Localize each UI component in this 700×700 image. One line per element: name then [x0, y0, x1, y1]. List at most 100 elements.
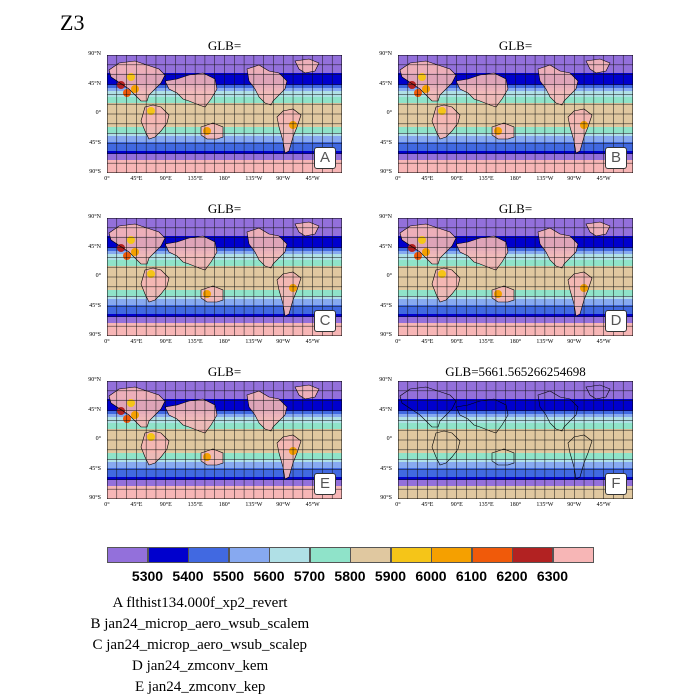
coastline [246, 64, 288, 106]
lon-tick-label: 90°W [567, 339, 582, 345]
lat-tick-label: 45°N [88, 80, 101, 87]
lon-tick-label: 90°E [450, 502, 463, 508]
coastline [537, 227, 579, 269]
lon-tick-label: 135°W [245, 502, 263, 508]
hot-spot [127, 399, 135, 407]
colorbar-tick-label: 6000 [415, 568, 447, 584]
colorbar [107, 547, 594, 564]
lat-tick-label: 45°N [379, 243, 392, 250]
panel-letter: A [314, 147, 336, 169]
map-plot [398, 55, 633, 173]
colorbar-tick-label: 5400 [172, 568, 204, 584]
lon-tick-label: 180° [509, 502, 522, 508]
hot-spot [131, 411, 139, 419]
land-fill [538, 65, 578, 105]
lat-tick-label: 0° [95, 110, 101, 116]
legend-entry: E jan24_zmconv_kep [135, 679, 266, 695]
map-panel: GLB= 90°N 45°N 0° 45°S 90°S 0° 45°E 90°E 135°E 180… [88, 38, 367, 188]
hot-spot [117, 407, 125, 415]
lat-tick-label: 0° [95, 436, 101, 442]
coastline [585, 221, 611, 237]
hot-spot [117, 244, 125, 252]
hot-spot [438, 107, 446, 115]
map-panel: GLB= 90°N 45°N 0° 45°S 90°S 0° 45°E 90°E 135°E 180… [88, 364, 367, 514]
land-fill [492, 123, 514, 139]
lon-tick-label: 45°W [596, 339, 611, 345]
panel-letter: E [314, 473, 336, 495]
colorbar-swatch [552, 547, 594, 563]
lon-tick-label: 90°E [450, 339, 463, 345]
land-fill [456, 73, 508, 107]
coastline [431, 104, 461, 140]
lon-tick-label: 0° [395, 502, 401, 508]
lon-tick-label: 90°E [159, 502, 172, 508]
lat-tick-label: 90°N [88, 214, 101, 220]
panel-title: GLB= [498, 38, 533, 53]
coastline [294, 384, 320, 400]
hot-spot [418, 73, 426, 81]
lat-tick-label: 0° [95, 273, 101, 279]
land-fill [400, 224, 456, 264]
lon-tick-label: 0° [395, 176, 401, 182]
coastline [399, 386, 457, 428]
hot-spot [147, 433, 155, 441]
coastline [140, 104, 170, 140]
land-fill [201, 449, 223, 465]
colorbar-tick-label: 5500 [212, 568, 245, 584]
land-hot-region [400, 59, 610, 153]
lat-tick-label: 0° [386, 273, 392, 279]
lat-tick-label: 45°S [380, 302, 392, 309]
land-fill [165, 399, 217, 433]
colorbar-swatch [188, 547, 229, 563]
lat-tick-label: 90°N [88, 377, 101, 383]
map-plot [107, 218, 342, 336]
hot-spot [123, 89, 131, 97]
lat-tick-label: 90°S [89, 332, 101, 338]
colorbar-swatch [107, 547, 148, 563]
hot-spot [422, 248, 430, 256]
map-svg [398, 381, 633, 499]
lat-tick-label: 90°S [380, 332, 392, 338]
hot-spot [127, 236, 135, 244]
land-fill [109, 387, 165, 427]
lon-tick-label: 180° [509, 176, 522, 182]
colorbar-swatch [350, 547, 391, 563]
map-svg [398, 218, 633, 336]
land-fill [247, 228, 287, 268]
hot-spot [414, 89, 422, 97]
lat-tick-label: 0° [386, 110, 392, 116]
panel-title: GLB= [498, 201, 533, 216]
colorbar-swatch [431, 547, 472, 563]
lon-tick-label: 90°E [450, 176, 463, 182]
hot-spot [408, 81, 416, 89]
map-svg [107, 381, 342, 499]
colorbar-tick-label: 6300 [536, 568, 569, 584]
lat-tick-label: 45°S [380, 139, 392, 146]
coastline [399, 223, 457, 265]
lat-tick-label: 0° [386, 436, 392, 442]
land-fill [295, 222, 319, 236]
lon-tick-label: 0° [104, 502, 110, 508]
lat-tick-label: 90°S [380, 169, 392, 175]
lon-tick-label: 45°W [305, 502, 320, 508]
map-panel: GLB= 90°N 45°N 0° 45°S 90°S 0° 45°E 90°E 135°E 180… [88, 201, 367, 351]
map-plot [398, 218, 633, 336]
lat-tick-label: 90°N [379, 377, 392, 383]
lon-tick-label: 45°E [130, 339, 143, 345]
colorbar-tick-label: 6200 [496, 568, 528, 584]
colorbar-tick-label: 5900 [374, 568, 407, 584]
lon-tick-label: 45°E [421, 339, 434, 345]
hot-spot [123, 415, 131, 423]
land-fill [492, 286, 514, 302]
colorbar-swatch [309, 547, 351, 563]
coastline [294, 221, 320, 237]
legend-entry: A flthist134.000f_xp2_revert [112, 595, 288, 611]
colorbar-swatch [512, 547, 553, 563]
lon-tick-label: 180° [218, 176, 231, 182]
lon-tick-label: 45°W [596, 502, 611, 508]
coastline [537, 64, 579, 106]
colorbar-swatch [471, 547, 513, 563]
lat-tick-label: 90°S [89, 169, 101, 175]
figure-title: Z3 [60, 10, 85, 35]
land-fill [295, 385, 319, 399]
